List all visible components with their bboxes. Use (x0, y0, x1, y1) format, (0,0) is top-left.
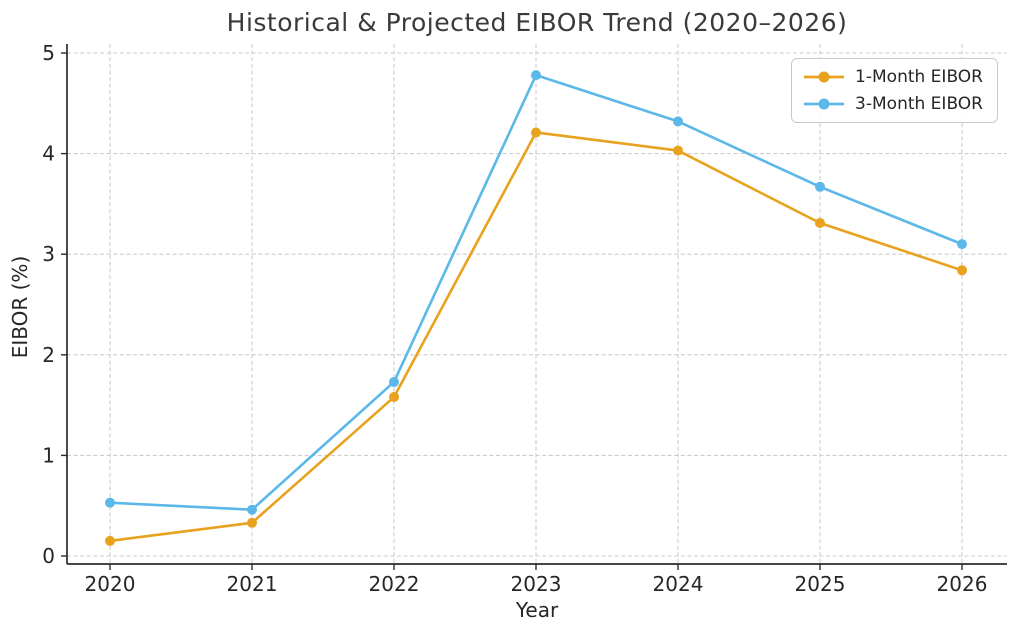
x-tick-label: 2021 (227, 572, 278, 596)
data-point-3-month-eibor (673, 116, 683, 127)
y-tick-label: 1 (42, 443, 55, 467)
legend-label: 1-Month EIBOR (855, 67, 983, 87)
x-tick-label: 2025 (795, 572, 846, 596)
y-tick-label: 0 (42, 544, 55, 568)
legend-entry: 3-Month EIBOR (803, 94, 983, 114)
x-tick-label: 2026 (937, 572, 988, 596)
y-tick-label: 4 (42, 142, 55, 166)
y-tick-label: 2 (42, 343, 55, 367)
data-point-1-month-eibor (957, 265, 967, 276)
data-point-1-month-eibor (105, 535, 115, 546)
y-tick-label: 3 (42, 242, 55, 266)
data-point-1-month-eibor (815, 218, 825, 229)
x-tick-label: 2024 (653, 572, 704, 596)
legend-line-marker-icon (804, 71, 845, 83)
data-point-3-month-eibor (531, 70, 541, 81)
x-tick-label: 2023 (511, 572, 562, 596)
legend: 1-Month EIBOR 3-Month EIBOR (791, 58, 998, 123)
x-tick-label: 2020 (85, 572, 136, 596)
chart-title: Historical & Projected EIBOR Trend (2020… (226, 8, 848, 37)
data-point-1-month-eibor (389, 392, 399, 403)
legend-entry: 1-Month EIBOR (803, 67, 983, 87)
data-point-3-month-eibor (815, 181, 825, 192)
x-axis-label: Year (515, 598, 559, 622)
y-tick-label: 5 (42, 41, 55, 65)
data-point-1-month-eibor (531, 127, 541, 138)
data-point-1-month-eibor (673, 145, 683, 156)
data-point-3-month-eibor (389, 376, 399, 387)
data-point-3-month-eibor (247, 504, 257, 515)
legend-label: 3-Month EIBOR (855, 94, 983, 114)
x-tick-label: 2022 (369, 572, 420, 596)
data-point-3-month-eibor (105, 497, 115, 508)
data-point-1-month-eibor (247, 517, 257, 528)
data-point-3-month-eibor (957, 239, 967, 250)
legend-line-marker-icon (804, 98, 845, 110)
